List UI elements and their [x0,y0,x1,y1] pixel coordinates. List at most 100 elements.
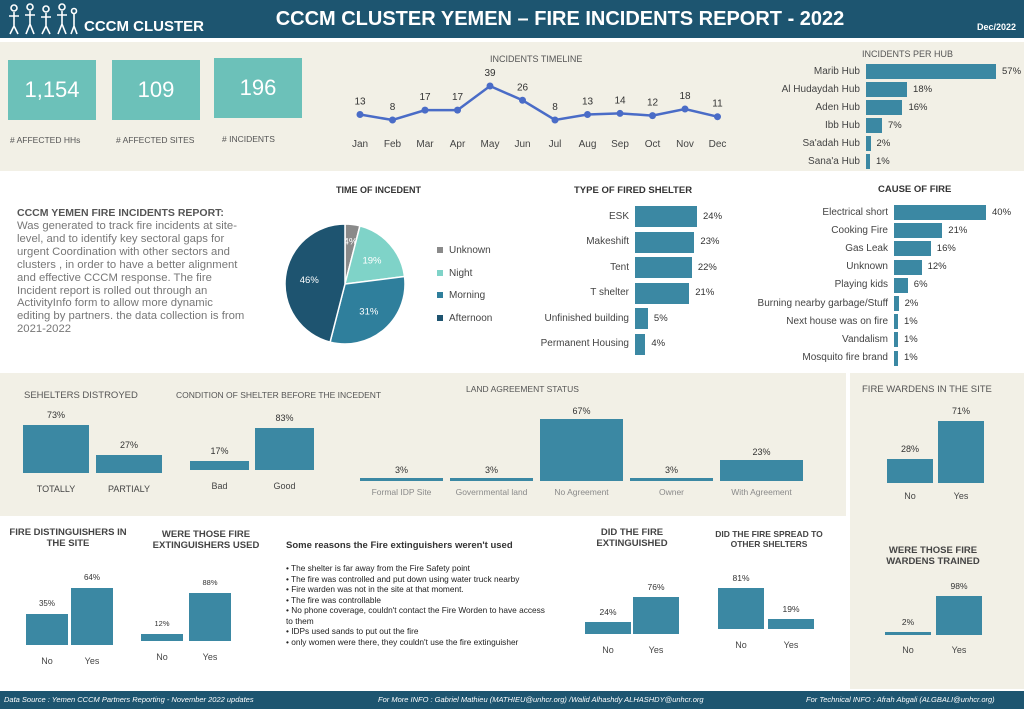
description-body: Was generated to track fire incidents at… [17,220,245,336]
cause-value-label: 21% [948,224,968,236]
ext_used-category-label: Yes [202,652,218,662]
land-title: LAND AGREEMENT STATUS [466,384,579,394]
pie-value-label: 31% [359,307,379,318]
timeline-month-label: Jan [352,139,368,150]
condition-bar [255,428,314,470]
timeline-point [454,106,461,114]
land-category-label: With Agreement [731,487,792,497]
hub-bar [866,136,871,151]
pie-slice-morning [329,275,406,345]
extinguished-chart: 24% No 76% Yes [585,575,679,674]
legend-label: Morning [449,290,486,301]
kpi-incidents-value: 196 [214,58,302,118]
cause-title: CAUSE OF FIRE [878,184,952,195]
shelter-bar [635,282,690,304]
ext_site-value-label: 35% [38,598,55,608]
timeline-point [356,111,364,119]
ext_used-bar [141,634,183,641]
hub-value-label: 57% [1002,65,1022,77]
cause-value-label: 16% [936,242,956,254]
trained-bar [885,632,931,635]
reason-item: • IDPs used sands to put out the fire [286,626,419,636]
kpi-affected-sites-label: # AFFECTED SITES [116,135,195,145]
ext-used-chart: 12% No 88% Yes [141,575,231,681]
spread-value-label: 81% [732,573,750,583]
report-date: Dec/2022 [976,22,1016,32]
cause-bar [894,259,922,275]
shelter-value-label: 24% [703,210,723,222]
timeline-line [359,84,718,122]
time-pie-chart: 4% 19% 31% 46% [284,223,406,345]
ext-used-title: WERE THOSE FIRE EXTINGUISHERS USED [152,529,260,551]
timeline-month-label: Dec [709,139,727,150]
spread-title: DID THE FIRE SPREAD TO OTHER SHELTERS [715,529,823,549]
pie-legend-item: Unknown [437,245,491,256]
timeline-value-label: 8 [390,102,396,113]
condition-bar [190,461,249,470]
condition-title: CONDITION OF SHELTER BEFORE THE INCEDENT [176,390,382,400]
ext_site-bar [71,588,113,645]
trained-category-label: No [902,645,914,655]
ext_site-bar [26,613,68,645]
legend-swatch [437,269,443,276]
footer-source: Data Source : Yemen CCCM Partners Report… [4,695,254,704]
cause-value-label: 1% [904,352,918,364]
land-value-label: 23% [752,446,771,457]
cause-bar [894,205,986,220]
hub-title: INCIDENTS PER HUB [862,49,954,59]
shelter-value-label: 22% [697,261,717,273]
timeline-value-label: 26 [517,82,529,93]
trained-chart: 2% No 98% Yes [885,575,982,675]
land-bar [540,419,623,481]
cause-bar [894,332,898,348]
cause-bar [894,296,899,311]
cause-category-label: Next house was on fire [786,315,888,327]
time-title: TIME OF INCEDENT [336,185,421,195]
timeline-point [584,111,591,119]
cause-bar [894,277,908,293]
destroyed-value-label: 73% [46,410,65,420]
land-category-label: Owner [658,487,685,497]
reason-item: • The fire was controlled and put down u… [286,573,520,584]
kpi-affected-sites-value: 109 [112,60,200,120]
destroyed-category-label: PARTIALY [107,484,151,494]
reason-item: • Fire warden was not in the site at tha… [286,584,464,594]
timeline-point [551,116,559,124]
condition-chart: 17% Bad 83% Good [190,397,314,510]
pie-legend-item: Afternoon [437,313,492,324]
shelter-value-label: 23% [700,236,720,247]
ext_used-category-label: No [156,652,168,662]
reasons-title: Some reasons the Fire extinguishers were… [286,540,513,551]
cause-category-label: Mosquito fire brand [802,352,888,364]
timeline-month-label: Aug [579,139,597,150]
land-bar [720,459,803,481]
destroyed-value-label: 27% [119,440,138,451]
cause-category-label: Cooking Fire [831,224,888,236]
trained-category-label: Yes [951,645,967,655]
timeline-month-label: May [481,139,500,150]
condition-value-label: 83% [275,413,294,423]
hub-bar [866,118,882,133]
land-chart: 3% Formal IDP Site 3% Governmental land 67% N… [360,403,803,521]
pie-value-label: 19% [362,256,382,267]
reasons-list: • The shelter is far away from the Fire … [286,563,548,647]
shelter-chart: ESK 24% Makeshift 23% Tent 22% T shelter 21% Unf… [495,206,735,356]
pie-slice-night [343,224,406,285]
hub-value-label: 16% [908,101,928,113]
trained-title: WERE THOSE FIRE WARDENS TRAINED [886,545,980,567]
wardens-category-label: Yes [953,491,969,501]
right-panel [850,373,1024,689]
destroyed-category-label: TOTALLY [36,484,76,494]
shelter-value-label: 21% [695,287,715,298]
legend-swatch [437,292,443,299]
pie-value-label: 46% [300,275,320,286]
cause-value-label: 40% [992,206,1012,218]
land-bar [360,478,443,481]
land-value-label: 67% [572,406,591,416]
hub-category-label: Sa'adah Hub [802,137,860,149]
reason-item: • only women were there, they couldn't u… [286,636,519,647]
hub-category-label: Sana'a Hub [808,155,860,167]
destroyed-title: SEHELTERS DISTROYED [24,390,138,401]
cause-value-label: 6% [913,279,928,291]
hub-category-label: Aden Hub [815,101,860,113]
